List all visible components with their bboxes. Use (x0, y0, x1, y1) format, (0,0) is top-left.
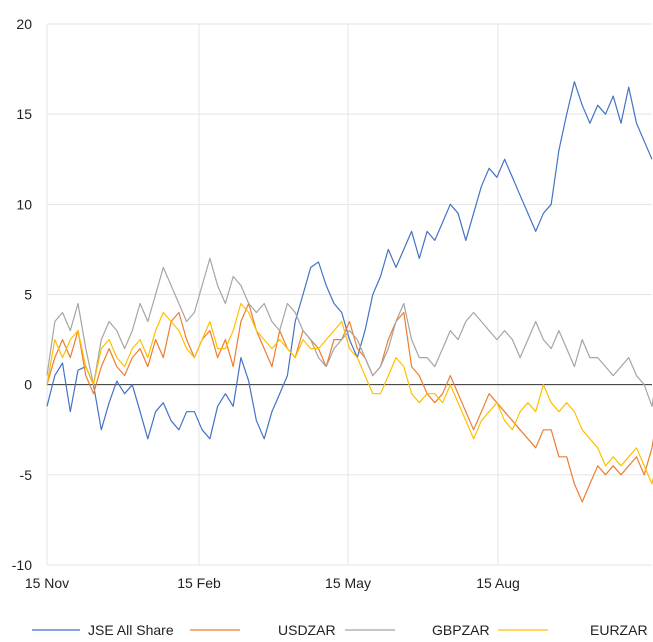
grid-lines (46, 23, 652, 566)
x-axis-ticks: 15 Nov 15 Feb 15 May 15 Aug (25, 575, 520, 591)
x-tick-label: 15 May (325, 575, 371, 591)
series-lines (46, 81, 653, 503)
y-tick-label: 20 (16, 16, 32, 32)
legend: JSE All Share USDZAR GBPZAR EURZAR (32, 622, 648, 638)
y-tick-label: 10 (16, 196, 32, 212)
series-line-2 (46, 257, 653, 407)
x-tick-label: 15 Nov (25, 575, 69, 591)
y-tick-label: 15 (16, 106, 32, 122)
y-tick-label: -5 (20, 467, 33, 483)
x-tick-label: 15 Aug (476, 575, 520, 591)
y-tick-label: 5 (24, 287, 32, 303)
legend-label: GBPZAR (432, 622, 490, 638)
y-tick-label: -10 (12, 557, 32, 573)
y-tick-label: 0 (24, 377, 32, 393)
series-line-3 (46, 302, 653, 485)
x-tick-label: 15 Feb (177, 575, 221, 591)
legend-label: USDZAR (278, 622, 336, 638)
legend-label: EURZAR (590, 622, 648, 638)
legend-label: JSE All Share (88, 622, 174, 638)
y-axis-ticks: 20 15 10 5 0 -5 -10 (12, 16, 32, 573)
series-line-0 (46, 81, 653, 440)
